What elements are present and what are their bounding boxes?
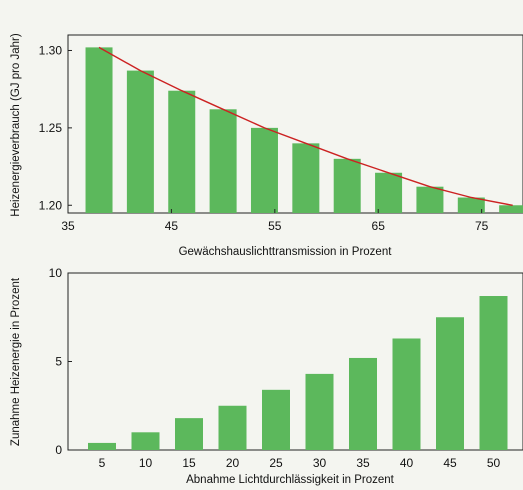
top-bar-54	[250, 127, 278, 213]
bottom-x-tick-label-45: 45	[443, 456, 457, 470]
bottom-bar-15	[175, 418, 203, 450]
bottom-x-tick-label-20: 20	[226, 456, 240, 470]
bottom-x-axis-label: Abnahme Lichtdurchlässigkeit in Prozent	[186, 474, 395, 486]
top-bar-74	[457, 197, 485, 213]
bottom-bar-10	[131, 432, 160, 450]
bottom-bars	[88, 296, 508, 450]
bottom-y-axis-label: Zunahme Heizenergie in Prozent	[10, 277, 22, 446]
bottom-y-tick-label-5: 5	[55, 355, 62, 369]
top-bar-58	[292, 143, 320, 213]
top-bar-70	[416, 186, 444, 213]
bottom-bar-30	[305, 373, 334, 450]
bottom-bar-40	[392, 338, 421, 450]
bottom-x-tick-label-35: 35	[356, 456, 370, 470]
top-bars	[85, 47, 523, 213]
bottom-x-tick-label-25: 25	[269, 456, 283, 470]
top-bar-50	[209, 109, 237, 213]
top-bar-42	[126, 70, 154, 213]
top-x-tick-label-65: 65	[372, 219, 386, 233]
heating-energy-chart: 35 45 55 65 75 1.20 1.25 1.30 Gewächshauslicht…	[10, 33, 523, 258]
top-y-ticks: 1.20 1.25 1.30	[39, 43, 72, 212]
top-x-tick-label-45: 45	[165, 219, 179, 233]
top-x-axis-label: Gewächshauslichttransmission in Prozent	[179, 246, 393, 258]
bottom-bar-25	[262, 389, 290, 450]
bottom-x-tick-label-5: 5	[99, 456, 106, 470]
top-bar-38	[85, 47, 113, 213]
bottom-bar-45	[436, 317, 464, 450]
top-bar-78	[499, 205, 523, 213]
top-x-ticks: 35 45 55 65 75	[61, 209, 489, 233]
trend-curve	[98, 46, 513, 206]
top-bar-46	[168, 90, 196, 213]
bottom-bar-20	[218, 405, 247, 450]
bottom-bar-35	[349, 357, 377, 450]
top-y-tick-label-1.20: 1.20	[39, 198, 63, 212]
bottom-x-tick-label-15: 15	[182, 456, 196, 470]
bottom-x-tick-label-50: 50	[487, 456, 501, 470]
bottom-y-ticks: 0 5 10	[49, 266, 72, 457]
top-y-axis-label: Heizenergieverbrauch (GJ pro Jahr)	[10, 33, 22, 217]
bottom-bar-5	[88, 442, 116, 450]
top-x-tick-label-75: 75	[475, 219, 489, 233]
heating-increase-chart: 5 10 15 20 25 30 35 40 45 50 0 5 10 Abnahme Lichtdu…	[10, 266, 523, 486]
bottom-x-tick-label-30: 30	[313, 456, 327, 470]
top-y-tick-label-1.25: 1.25	[39, 121, 63, 135]
top-x-tick-label-35: 35	[61, 219, 75, 233]
top-y-tick-label-1.30: 1.30	[39, 43, 63, 57]
bottom-x-ticks: 5 10 15 20 25 30 35 40 45 50	[99, 456, 501, 470]
top-bar-66	[375, 172, 403, 213]
bottom-bar-50	[479, 296, 508, 450]
top-x-tick-label-55: 55	[268, 219, 282, 233]
bottom-x-tick-label-40: 40	[400, 456, 414, 470]
top-bar-62	[333, 158, 361, 213]
bottom-x-tick-label-10: 10	[139, 456, 153, 470]
bottom-y-tick-label-10: 10	[49, 266, 63, 280]
bottom-y-tick-label-0: 0	[55, 443, 62, 457]
